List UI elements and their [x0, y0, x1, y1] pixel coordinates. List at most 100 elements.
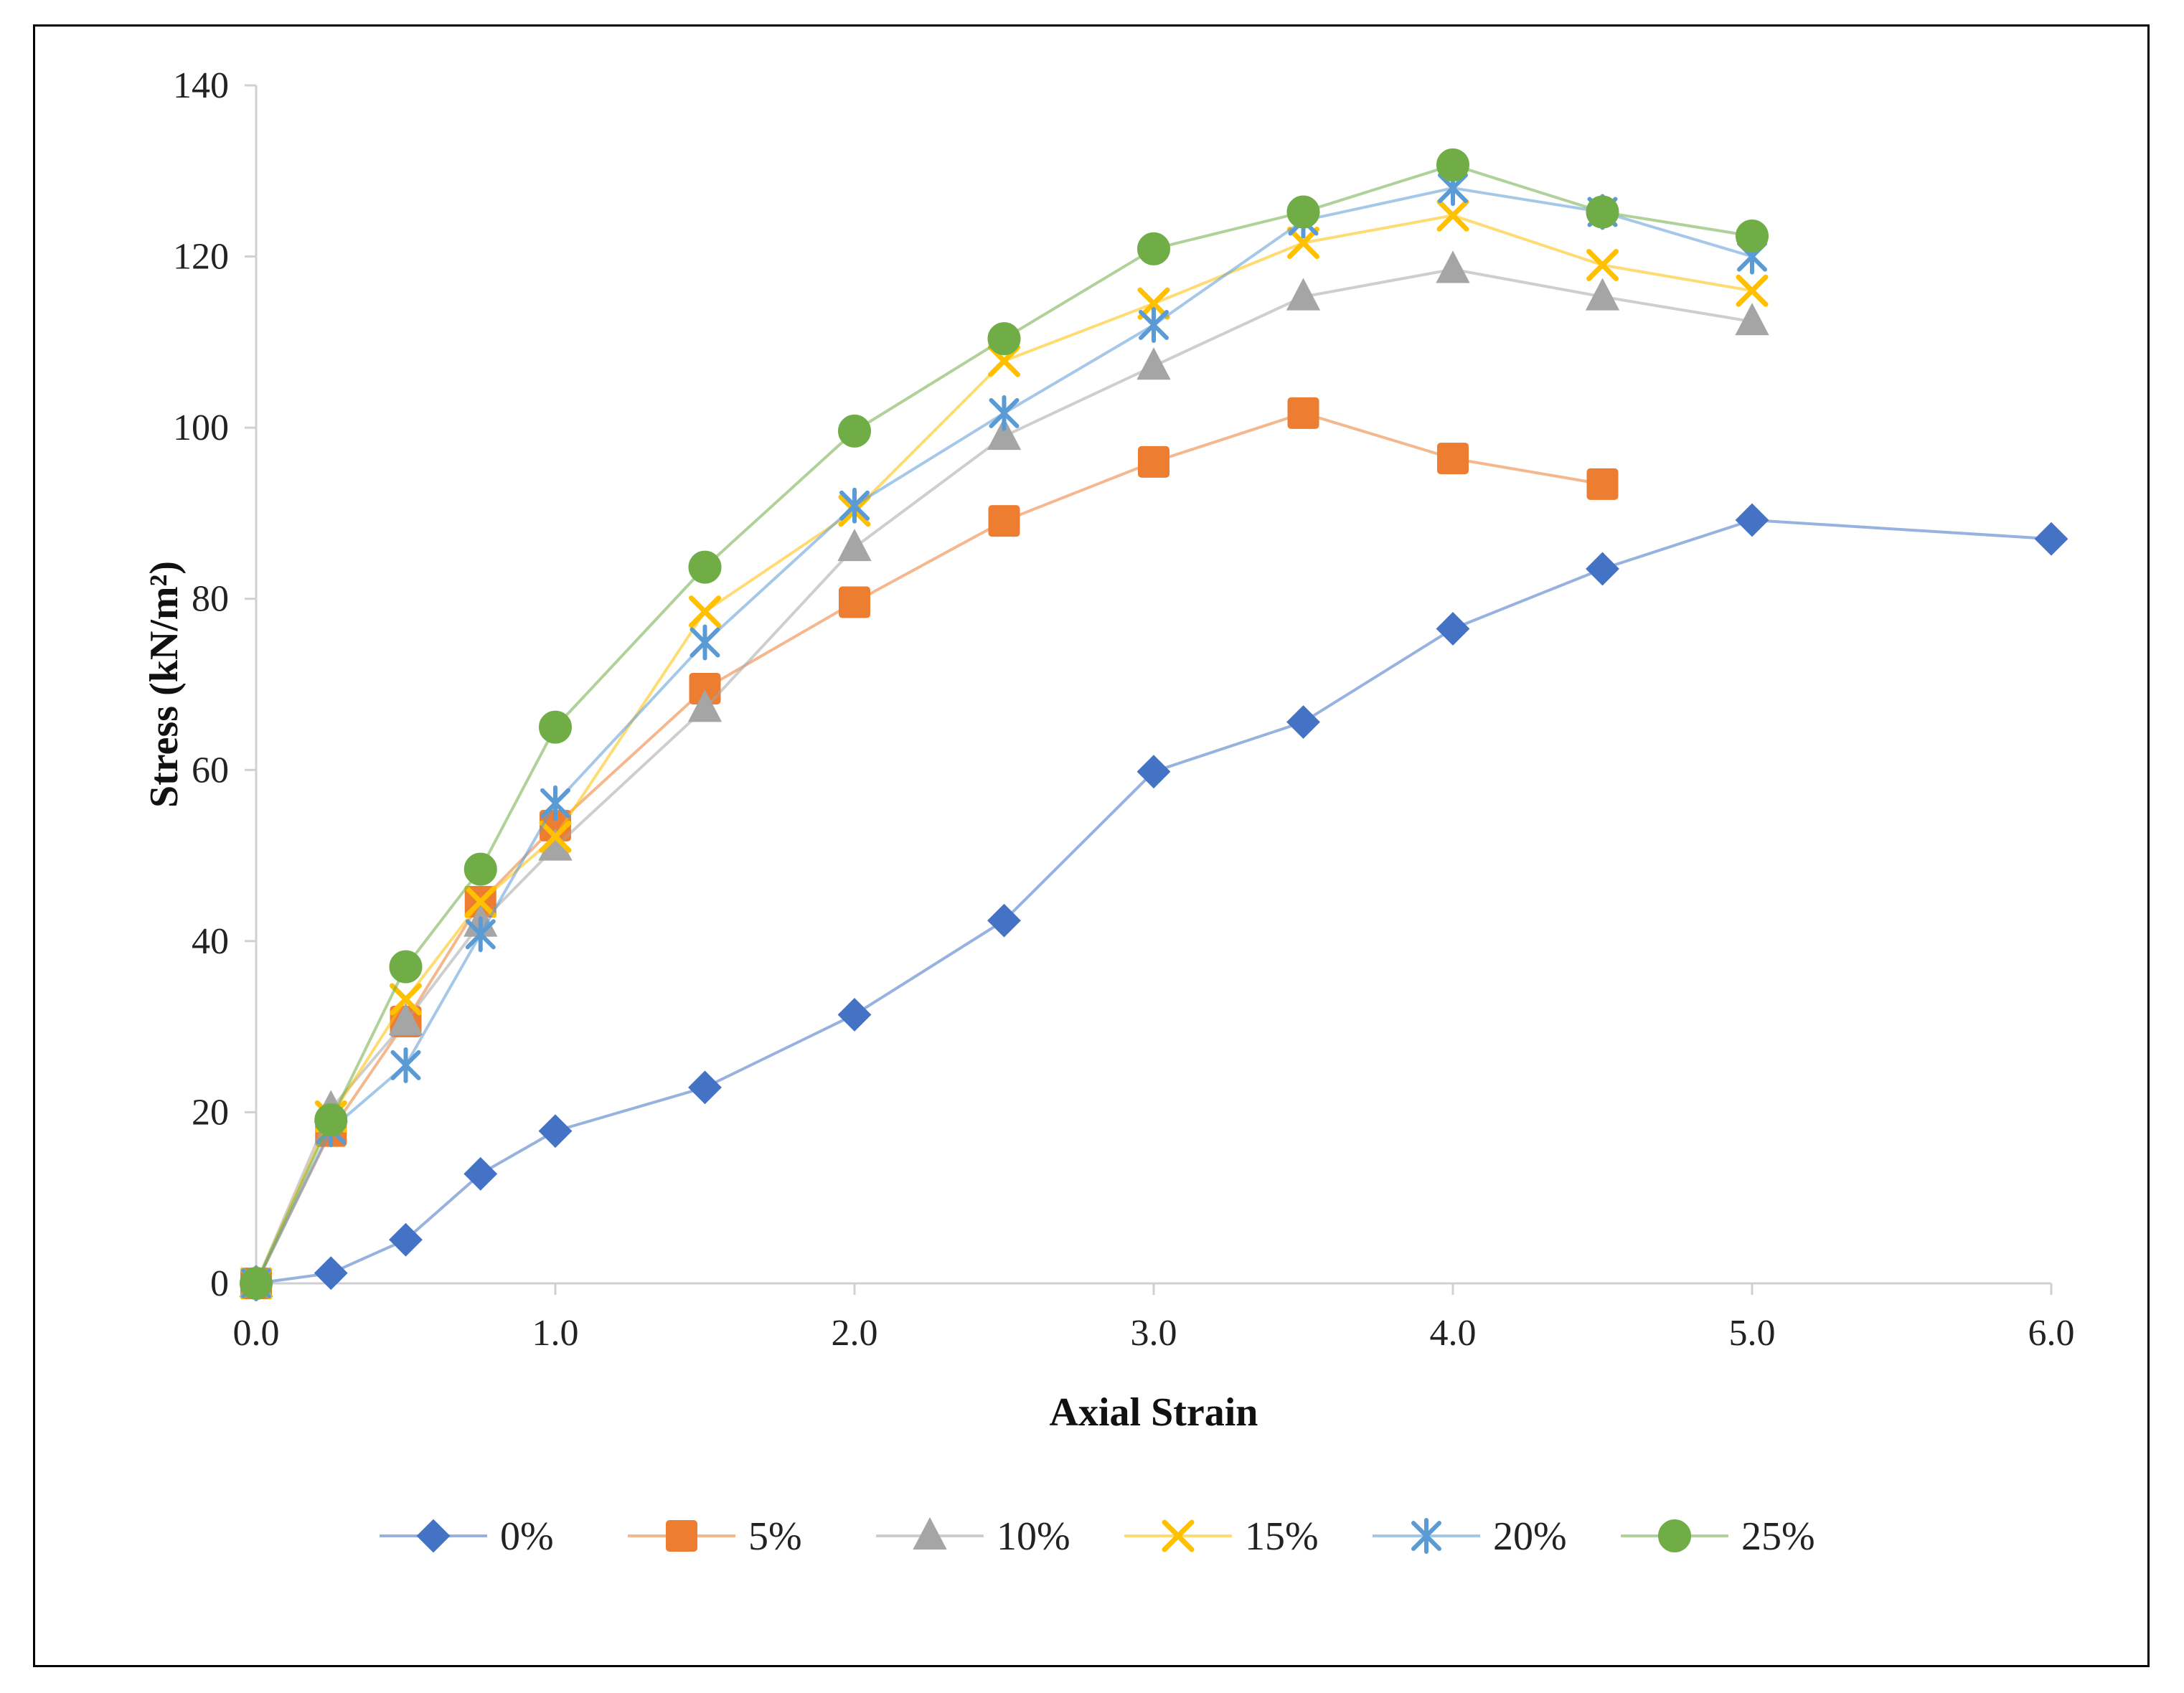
- legend-marker: [1411, 1518, 1441, 1554]
- data-point: [390, 1047, 421, 1083]
- series-line: [255, 411, 1603, 1284]
- data-point: [1286, 195, 1320, 229]
- data-point: [688, 550, 722, 584]
- series-line: [255, 518, 2052, 1285]
- legend-label: 15%: [1245, 1514, 1319, 1559]
- y-tick-label: 20: [192, 1092, 229, 1133]
- data-point: [1735, 503, 1769, 537]
- series-layer: [239, 148, 2068, 1301]
- data-point: [540, 785, 570, 821]
- legend-marker: [1162, 1519, 1195, 1552]
- data-point: [2034, 522, 2068, 556]
- legend-label: 10%: [997, 1514, 1070, 1559]
- y-tick-label: 120: [173, 237, 229, 278]
- data-point: [1586, 552, 1619, 586]
- x-axis-title: Axial Strain: [1050, 1390, 1258, 1435]
- data-point: [1436, 199, 1469, 232]
- legend-item: 0%: [380, 1514, 554, 1559]
- data-point: [1586, 195, 1619, 229]
- legend-label: 25%: [1741, 1514, 1815, 1559]
- x-tick-label: 2.0: [832, 1313, 878, 1354]
- x-tick-label: 5.0: [1729, 1313, 1776, 1354]
- series-2: [239, 250, 1769, 1297]
- series-line: [255, 214, 1753, 1284]
- data-point: [1586, 468, 1619, 500]
- data-point: [688, 1070, 722, 1105]
- data-point: [1586, 249, 1619, 281]
- legend-marker: [666, 1520, 697, 1552]
- data-point: [538, 1114, 573, 1149]
- data-point: [837, 528, 872, 562]
- data-point: [837, 998, 872, 1032]
- y-tick-label: 140: [173, 65, 229, 106]
- y-tick-label: 60: [192, 750, 229, 791]
- legend-marker: [913, 1517, 947, 1550]
- legend-label: 5%: [748, 1514, 802, 1559]
- legend-label: 0%: [500, 1514, 554, 1559]
- x-tick-label: 1.0: [532, 1313, 579, 1354]
- data-point: [1736, 219, 1769, 253]
- data-point: [465, 916, 496, 953]
- data-point: [1437, 443, 1469, 475]
- series-0: [239, 503, 2068, 1301]
- data-point: [464, 885, 497, 918]
- data-point: [987, 322, 1021, 356]
- legend-marker: [1658, 1519, 1691, 1552]
- data-point: [839, 586, 870, 618]
- chart-frame: 0 20 40 60 80 100 120 140 0.0 1.0 2.0 3.0 4.0 5.0 6.0 …: [33, 24, 2150, 1667]
- data-point: [1736, 274, 1769, 307]
- x-tick-label: 4.0: [1430, 1313, 1477, 1354]
- x-tick-label: 6.0: [2028, 1313, 2075, 1354]
- data-point: [839, 487, 870, 524]
- data-point: [1436, 250, 1470, 283]
- data-point: [838, 414, 871, 448]
- data-point: [1138, 445, 1169, 478]
- data-point: [1735, 303, 1769, 336]
- legend-marker: [416, 1519, 451, 1553]
- y-axis-title: Stress (kN/m²): [142, 561, 187, 808]
- data-point: [1137, 232, 1170, 265]
- data-point: [987, 903, 1021, 938]
- series-1: [240, 397, 1619, 1299]
- data-point: [1139, 307, 1169, 343]
- data-point: [314, 1256, 348, 1291]
- data-point: [987, 417, 1022, 451]
- y-tick-label: 0: [210, 1263, 229, 1304]
- data-point: [988, 505, 1020, 537]
- data-point: [687, 689, 722, 722]
- x-tick-label: 0.0: [233, 1313, 280, 1354]
- data-point: [388, 1002, 423, 1035]
- data-point: [539, 710, 572, 744]
- series-3: [240, 199, 1769, 1300]
- data-point: [1286, 705, 1320, 739]
- legend-label: 20%: [1493, 1514, 1567, 1559]
- y-tick-label: 40: [192, 921, 229, 962]
- data-point: [1137, 287, 1170, 320]
- tick-labels: 0 20 40 60 80 100 120 140 0.0 1.0 2.0 3.0 4.0 5.0 6.0: [173, 65, 2075, 1354]
- data-point: [989, 395, 1020, 431]
- legend-item: 5%: [628, 1514, 802, 1559]
- data-point: [1286, 278, 1321, 311]
- legend: 0% 5% 10% 15% 20% 25%: [380, 1514, 1815, 1559]
- y-tick-label: 80: [192, 579, 229, 620]
- data-point: [389, 1222, 423, 1257]
- data-point: [314, 1103, 348, 1137]
- legend-item: 25%: [1621, 1514, 1815, 1559]
- axes: [245, 84, 2053, 1295]
- data-point: [539, 820, 572, 853]
- legend-item: 10%: [876, 1514, 1070, 1559]
- data-point: [463, 852, 497, 886]
- y-tick-label: 100: [173, 407, 229, 448]
- legend-item: 20%: [1373, 1514, 1567, 1559]
- data-point: [240, 1267, 273, 1300]
- legend-item: 15%: [1124, 1514, 1319, 1559]
- data-point: [1136, 347, 1171, 380]
- data-point: [689, 624, 720, 661]
- data-point: [1585, 278, 1620, 311]
- data-point: [1436, 148, 1469, 181]
- data-point: [689, 595, 721, 628]
- x-tick-label: 3.0: [1131, 1313, 1177, 1354]
- data-point: [1136, 755, 1171, 789]
- series-5: [240, 148, 1769, 1300]
